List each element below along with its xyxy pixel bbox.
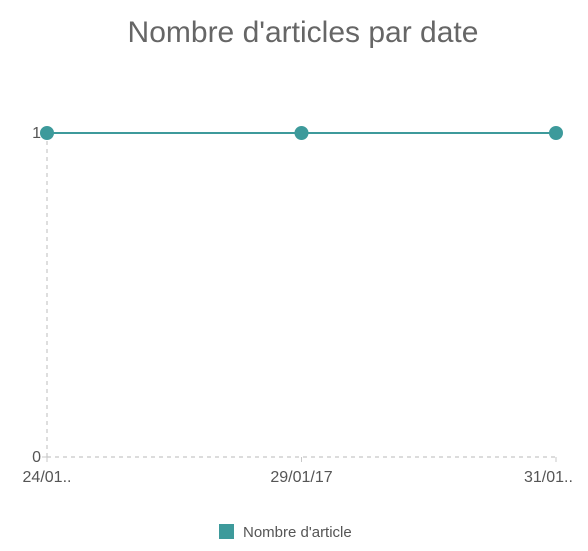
series-layer — [40, 126, 563, 140]
y-tick-label: 0 — [32, 449, 41, 466]
data-point — [294, 126, 309, 140]
x-tick-label: 29/01/17 — [270, 469, 332, 486]
y-tick-label: 1 — [32, 125, 41, 142]
legend[interactable]: Nombre d'article — [219, 524, 352, 541]
data-point — [40, 126, 54, 140]
data-point — [549, 126, 563, 140]
x-tick-label: 24/01.. — [23, 469, 72, 486]
legend-swatch — [219, 524, 234, 539]
x-tick-label: 31/01.. — [524, 469, 573, 486]
legend-label: Nombre d'article — [243, 524, 352, 541]
chart-title: Nombre d'articles par date — [128, 16, 479, 49]
axes: 0 1 24/01.. 29/01/17 31/01.. — [23, 125, 573, 486]
